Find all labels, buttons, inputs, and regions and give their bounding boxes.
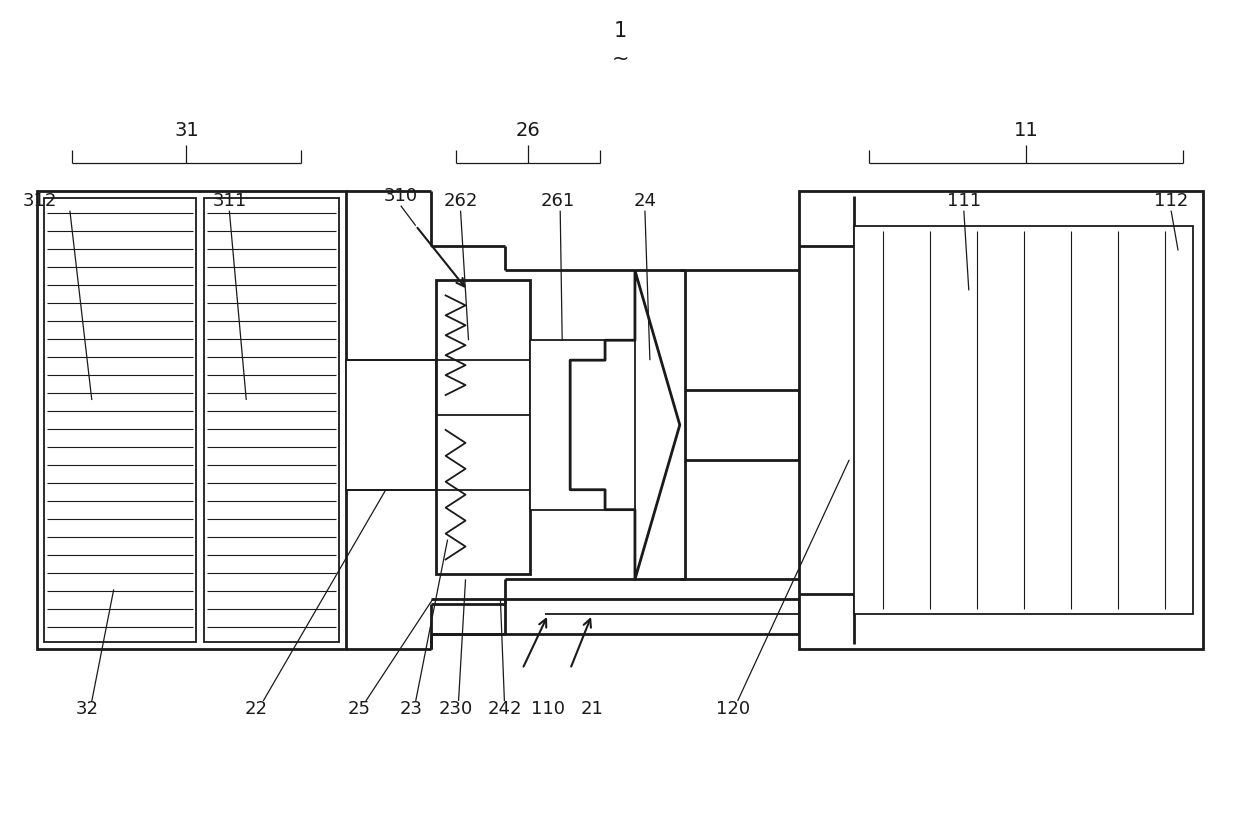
Text: 310: 310 <box>383 187 418 205</box>
Text: 261: 261 <box>541 192 575 210</box>
Text: 11: 11 <box>1014 121 1038 140</box>
Text: 31: 31 <box>174 121 198 140</box>
Bar <box>854 225 1193 614</box>
Text: 21: 21 <box>580 700 604 718</box>
Text: ~: ~ <box>611 49 629 69</box>
Bar <box>205 198 339 642</box>
Text: 311: 311 <box>212 192 247 210</box>
Text: 1: 1 <box>614 21 626 42</box>
Bar <box>37 190 346 650</box>
Bar <box>531 340 635 510</box>
Bar <box>800 190 1203 650</box>
Text: 230: 230 <box>439 700 472 718</box>
Text: 23: 23 <box>399 700 422 718</box>
Text: 312: 312 <box>22 192 57 210</box>
Text: 242: 242 <box>487 700 522 718</box>
Text: 262: 262 <box>444 192 477 210</box>
Bar <box>435 280 531 574</box>
Text: 32: 32 <box>76 700 98 718</box>
Bar <box>43 198 196 642</box>
Text: 26: 26 <box>516 121 541 140</box>
Text: 25: 25 <box>347 700 371 718</box>
Text: 112: 112 <box>1154 192 1188 210</box>
Text: 111: 111 <box>947 192 981 210</box>
Text: 24: 24 <box>634 192 656 210</box>
Text: 120: 120 <box>715 700 750 718</box>
Text: 110: 110 <box>531 700 565 718</box>
Bar <box>346 360 435 489</box>
Text: 22: 22 <box>244 700 268 718</box>
